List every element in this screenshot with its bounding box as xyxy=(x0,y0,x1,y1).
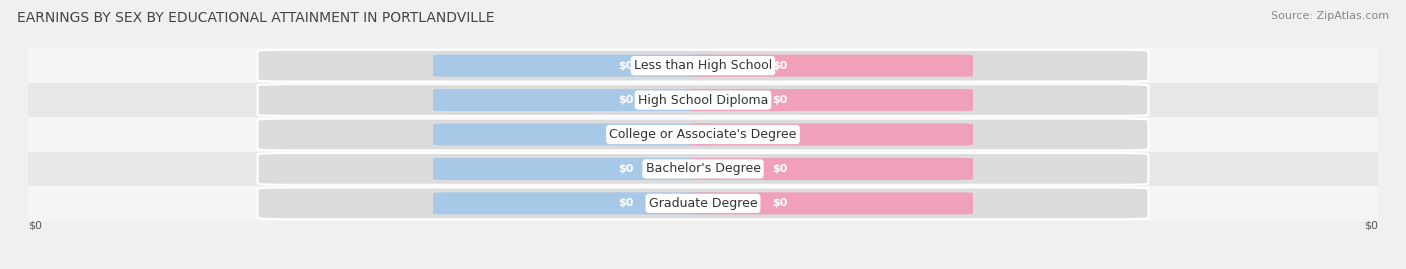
Text: $0: $0 xyxy=(619,129,634,140)
Text: Graduate Degree: Graduate Degree xyxy=(648,197,758,210)
Text: $0: $0 xyxy=(619,95,634,105)
FancyBboxPatch shape xyxy=(433,89,717,111)
FancyBboxPatch shape xyxy=(689,192,973,214)
Text: $0: $0 xyxy=(619,164,634,174)
FancyBboxPatch shape xyxy=(257,50,1149,82)
Text: EARNINGS BY SEX BY EDUCATIONAL ATTAINMENT IN PORTLANDVILLE: EARNINGS BY SEX BY EDUCATIONAL ATTAINMEN… xyxy=(17,11,495,25)
Text: $0: $0 xyxy=(772,198,787,208)
Text: $0: $0 xyxy=(619,198,634,208)
FancyBboxPatch shape xyxy=(257,84,1149,116)
FancyBboxPatch shape xyxy=(433,123,717,146)
Text: $0: $0 xyxy=(772,95,787,105)
Text: High School Diploma: High School Diploma xyxy=(638,94,768,107)
FancyBboxPatch shape xyxy=(689,55,973,77)
Text: Bachelor's Degree: Bachelor's Degree xyxy=(645,162,761,175)
FancyBboxPatch shape xyxy=(433,55,717,77)
FancyBboxPatch shape xyxy=(689,123,973,146)
FancyBboxPatch shape xyxy=(689,89,973,111)
FancyBboxPatch shape xyxy=(257,119,1149,150)
Text: $0: $0 xyxy=(772,129,787,140)
FancyBboxPatch shape xyxy=(689,158,973,180)
FancyBboxPatch shape xyxy=(257,153,1149,185)
Text: $0: $0 xyxy=(772,61,787,71)
Bar xyxy=(28,48,1378,83)
Text: $0: $0 xyxy=(619,61,634,71)
FancyBboxPatch shape xyxy=(433,192,717,214)
Bar xyxy=(28,83,1378,117)
FancyBboxPatch shape xyxy=(433,158,717,180)
FancyBboxPatch shape xyxy=(257,187,1149,219)
Text: Less than High School: Less than High School xyxy=(634,59,772,72)
Text: $0: $0 xyxy=(28,221,42,231)
Bar xyxy=(28,186,1378,221)
Bar xyxy=(28,117,1378,152)
Text: Source: ZipAtlas.com: Source: ZipAtlas.com xyxy=(1271,11,1389,21)
Bar xyxy=(28,152,1378,186)
Text: College or Associate's Degree: College or Associate's Degree xyxy=(609,128,797,141)
Text: $0: $0 xyxy=(1364,221,1378,231)
Text: $0: $0 xyxy=(772,164,787,174)
